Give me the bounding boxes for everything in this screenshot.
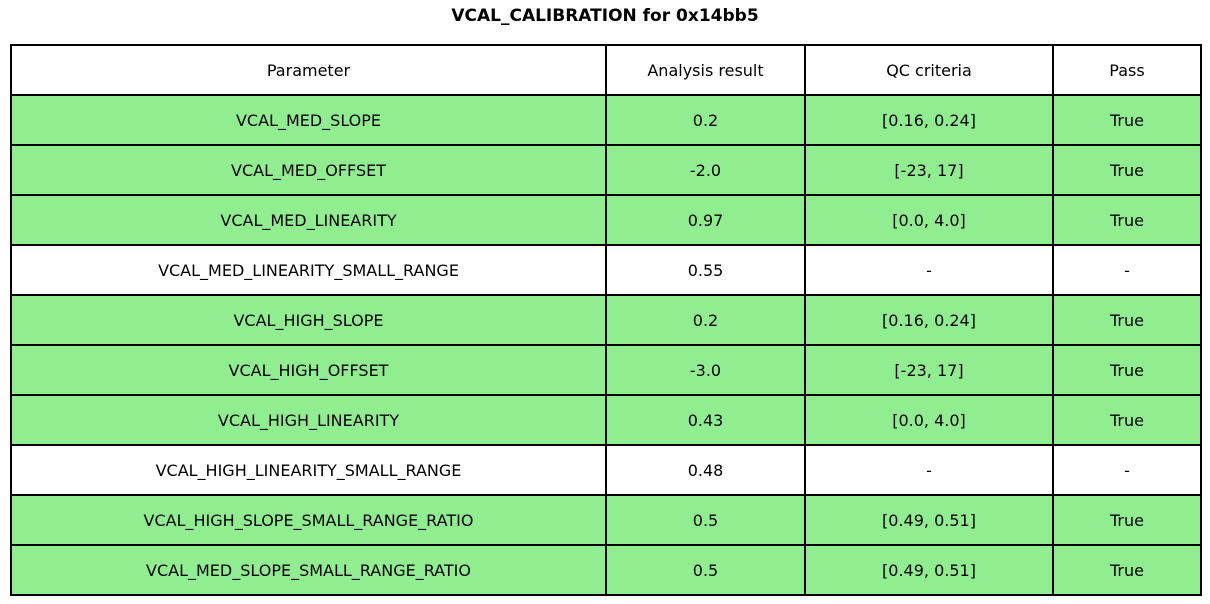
cell-parameter: VCAL_MED_LINEARITY_SMALL_RANGE bbox=[10, 244, 607, 296]
cell-pass: True bbox=[1052, 494, 1202, 546]
cell-pass: True bbox=[1052, 94, 1202, 146]
cell-pass: True bbox=[1052, 344, 1202, 396]
table-row-vcal-high-slope-small-range-ratio: VCAL_HIGH_SLOPE_SMALL_RANGE_RATIO 0.5 [0… bbox=[10, 494, 1202, 546]
cell-parameter: VCAL_HIGH_LINEARITY_SMALL_RANGE bbox=[10, 444, 607, 496]
cell-analysis-result: 0.97 bbox=[605, 194, 806, 246]
cell-parameter: VCAL_HIGH_SLOPE bbox=[10, 294, 607, 346]
table-row-vcal-high-linearity: VCAL_HIGH_LINEARITY 0.43 [0.0, 4.0] True bbox=[10, 394, 1202, 446]
qc-table: Parameter Analysis result QC criteria Pa… bbox=[10, 44, 1202, 596]
cell-parameter: VCAL_MED_SLOPE_SMALL_RANGE_RATIO bbox=[10, 544, 607, 596]
table-header-row: Parameter Analysis result QC criteria Pa… bbox=[10, 44, 1202, 96]
cell-pass: True bbox=[1052, 144, 1202, 196]
cell-qc-criteria: - bbox=[804, 444, 1054, 496]
cell-parameter: VCAL_MED_SLOPE bbox=[10, 94, 607, 146]
table-row-vcal-med-linearity: VCAL_MED_LINEARITY 0.97 [0.0, 4.0] True bbox=[10, 194, 1202, 246]
table-row-vcal-high-slope: VCAL_HIGH_SLOPE 0.2 [0.16, 0.24] True bbox=[10, 294, 1202, 346]
column-header-pass: Pass bbox=[1052, 44, 1202, 96]
cell-analysis-result: -3.0 bbox=[605, 344, 806, 396]
cell-qc-criteria: [-23, 17] bbox=[804, 344, 1054, 396]
table-row-vcal-med-linearity-small-range: VCAL_MED_LINEARITY_SMALL_RANGE 0.55 - - bbox=[10, 244, 1202, 296]
cell-parameter: VCAL_HIGH_LINEARITY bbox=[10, 394, 607, 446]
cell-analysis-result: -2.0 bbox=[605, 144, 806, 196]
cell-qc-criteria: - bbox=[804, 244, 1054, 296]
cell-analysis-result: 0.55 bbox=[605, 244, 806, 296]
table-row-vcal-med-offset: VCAL_MED_OFFSET -2.0 [-23, 17] True bbox=[10, 144, 1202, 196]
table-row-vcal-med-slope-small-range-ratio: VCAL_MED_SLOPE_SMALL_RANGE_RATIO 0.5 [0.… bbox=[10, 544, 1202, 596]
cell-qc-criteria: [0.16, 0.24] bbox=[804, 294, 1054, 346]
column-header-qc-criteria: QC criteria bbox=[804, 44, 1054, 96]
cell-qc-criteria: [0.16, 0.24] bbox=[804, 94, 1054, 146]
table-row-vcal-med-slope: VCAL_MED_SLOPE 0.2 [0.16, 0.24] True bbox=[10, 94, 1202, 146]
cell-analysis-result: 0.5 bbox=[605, 494, 806, 546]
table-row-vcal-high-linearity-small-range: VCAL_HIGH_LINEARITY_SMALL_RANGE 0.48 - - bbox=[10, 444, 1202, 496]
cell-pass: True bbox=[1052, 194, 1202, 246]
cell-analysis-result: 0.43 bbox=[605, 394, 806, 446]
cell-qc-criteria: [0.49, 0.51] bbox=[804, 544, 1054, 596]
cell-qc-criteria: [0.0, 4.0] bbox=[804, 394, 1054, 446]
cell-pass: - bbox=[1052, 244, 1202, 296]
cell-pass: True bbox=[1052, 544, 1202, 596]
cell-parameter: VCAL_HIGH_OFFSET bbox=[10, 344, 607, 396]
cell-analysis-result: 0.2 bbox=[605, 94, 806, 146]
cell-qc-criteria: [0.0, 4.0] bbox=[804, 194, 1054, 246]
cell-pass: True bbox=[1052, 394, 1202, 446]
figure-title: VCAL_CALIBRATION for 0x14bb5 bbox=[451, 6, 759, 26]
column-header-analysis-result: Analysis result bbox=[605, 44, 806, 96]
cell-parameter: VCAL_MED_OFFSET bbox=[10, 144, 607, 196]
column-header-parameter: Parameter bbox=[10, 44, 607, 96]
cell-pass: - bbox=[1052, 444, 1202, 496]
cell-qc-criteria: [-23, 17] bbox=[804, 144, 1054, 196]
cell-parameter: VCAL_HIGH_SLOPE_SMALL_RANGE_RATIO bbox=[10, 494, 607, 546]
cell-pass: True bbox=[1052, 294, 1202, 346]
cell-analysis-result: 0.2 bbox=[605, 294, 806, 346]
cell-analysis-result: 0.48 bbox=[605, 444, 806, 496]
cell-parameter: VCAL_MED_LINEARITY bbox=[10, 194, 607, 246]
table-row-vcal-high-offset: VCAL_HIGH_OFFSET -3.0 [-23, 17] True bbox=[10, 344, 1202, 396]
cell-analysis-result: 0.5 bbox=[605, 544, 806, 596]
cell-qc-criteria: [0.49, 0.51] bbox=[804, 494, 1054, 546]
